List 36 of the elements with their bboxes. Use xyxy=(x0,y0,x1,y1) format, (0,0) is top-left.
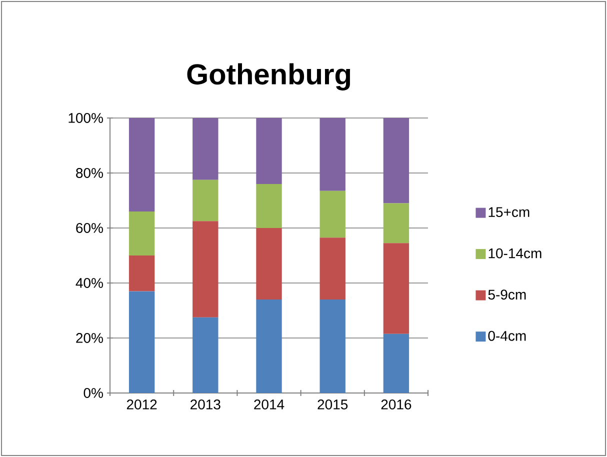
x-tick-label: 2016 xyxy=(381,400,412,410)
legend-label: 10-14cm xyxy=(488,248,542,258)
bar xyxy=(383,203,410,244)
bar xyxy=(320,299,346,393)
bar xyxy=(383,118,410,204)
bar xyxy=(128,118,155,212)
bar xyxy=(192,180,218,222)
bar xyxy=(256,184,282,228)
y-tick-label: 100% xyxy=(68,113,103,123)
x-tick-label: 2015 xyxy=(318,400,348,410)
x-tick-label: 2014 xyxy=(254,400,284,410)
bar xyxy=(383,334,410,393)
bar xyxy=(128,255,155,292)
legend-label: 15+cm xyxy=(488,207,530,218)
y-tick-label: 80% xyxy=(76,168,103,178)
bar xyxy=(256,228,282,300)
y-tick-label: 0% xyxy=(84,388,103,398)
y-tick-label: 60% xyxy=(76,223,103,233)
legend-label: 5-9cm xyxy=(488,290,526,300)
x-tick-label: 2012 xyxy=(126,400,157,410)
bar xyxy=(256,299,282,393)
bar xyxy=(128,211,155,256)
x-tick-label: 2013 xyxy=(190,400,220,410)
bar xyxy=(192,221,218,318)
bar xyxy=(320,238,346,300)
legend-label: 0-4cm xyxy=(488,330,526,341)
chart-title: Gothenburg xyxy=(187,63,350,90)
y-tick-label: 20% xyxy=(76,333,103,343)
bar xyxy=(256,118,282,184)
y-tick-label: 40% xyxy=(76,278,103,288)
bar xyxy=(320,190,346,238)
bar xyxy=(128,291,155,393)
bar xyxy=(192,317,218,393)
bar xyxy=(383,243,410,334)
bar xyxy=(320,118,346,191)
bar xyxy=(192,118,218,180)
